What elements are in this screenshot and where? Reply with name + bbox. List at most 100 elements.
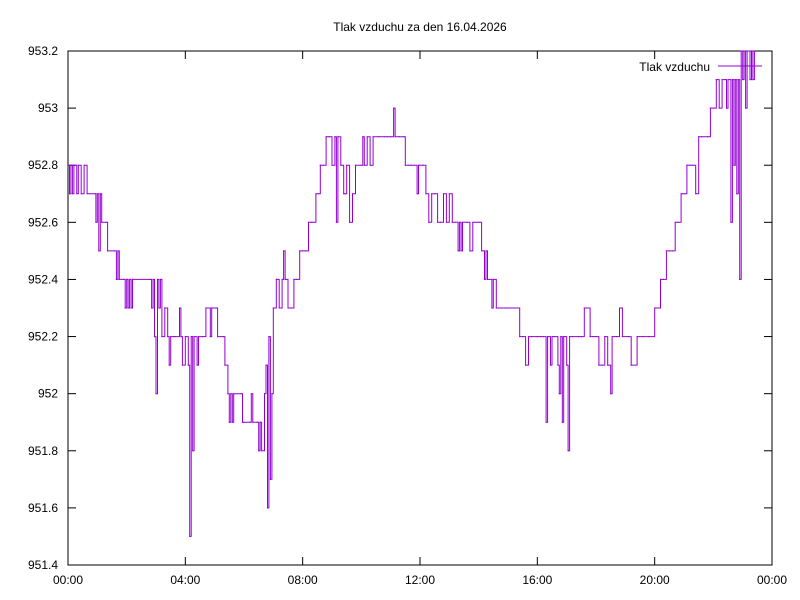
data-point — [422, 164, 424, 166]
data-point — [721, 79, 723, 81]
data-point — [118, 278, 120, 280]
data-point — [507, 307, 509, 309]
data-point — [390, 136, 392, 138]
x-tick-label: 16:00 — [522, 573, 552, 587]
data-point — [746, 50, 748, 52]
data-point — [275, 278, 277, 280]
data-point — [725, 107, 728, 109]
data-point — [715, 79, 717, 81]
data-point — [665, 250, 668, 252]
data-point — [83, 164, 85, 166]
data-point — [268, 336, 270, 338]
y-tick-label: 953.2 — [28, 44, 58, 58]
data-point — [404, 164, 406, 166]
data-point — [558, 393, 560, 395]
data-point — [354, 164, 357, 166]
data-point — [592, 336, 594, 338]
data-point — [337, 136, 339, 138]
data-point — [161, 336, 163, 338]
data-point — [542, 336, 544, 338]
data-point — [227, 393, 229, 395]
data-point — [513, 307, 515, 309]
data-point — [439, 221, 442, 223]
data-point — [466, 221, 468, 223]
data-point — [554, 336, 556, 338]
data-point — [485, 250, 487, 252]
data-point — [335, 221, 337, 223]
data-point — [190, 336, 192, 338]
data-point — [698, 136, 700, 138]
data-point — [224, 364, 226, 366]
data-point — [86, 193, 88, 195]
data-point — [115, 278, 117, 280]
data-point — [158, 307, 160, 309]
data-point — [344, 193, 346, 195]
data-point — [351, 193, 354, 195]
data-point — [393, 107, 395, 109]
data-point — [569, 336, 571, 338]
data-point — [566, 364, 568, 366]
data-point — [736, 193, 738, 195]
data-point — [156, 278, 159, 280]
data-point — [561, 421, 563, 423]
data-point — [281, 278, 283, 280]
data-point — [692, 164, 694, 166]
data-point — [340, 164, 342, 166]
data-point — [328, 136, 330, 138]
data-point — [287, 307, 289, 309]
data-point — [310, 221, 313, 223]
data-point — [413, 164, 415, 166]
data-point — [743, 50, 745, 52]
data-point — [153, 336, 156, 338]
data-point — [369, 164, 371, 166]
data-point — [668, 250, 670, 252]
data-point — [491, 307, 493, 309]
data-point — [739, 278, 741, 280]
data-point — [525, 364, 527, 366]
data-point — [80, 193, 82, 195]
data-point — [76, 193, 78, 195]
data-point — [737, 79, 739, 81]
data-point — [530, 336, 533, 338]
data-point — [215, 307, 217, 309]
data-point — [302, 250, 304, 252]
data-point — [318, 193, 320, 195]
data-point — [671, 250, 673, 252]
data-point — [271, 393, 273, 395]
data-point — [228, 421, 230, 423]
data-point — [724, 79, 726, 81]
data-point — [70, 164, 72, 166]
data-point — [504, 307, 506, 309]
data-point — [322, 164, 324, 166]
data-point — [442, 193, 445, 195]
data-point — [486, 278, 489, 280]
data-point — [117, 250, 119, 252]
data-point — [126, 278, 128, 280]
data-point — [362, 136, 364, 138]
data-point — [686, 164, 688, 166]
data-point — [196, 364, 198, 366]
data-point — [278, 307, 280, 309]
x-tick-label: 00:00 — [53, 573, 83, 587]
data-point — [261, 450, 263, 452]
data-point — [654, 307, 656, 309]
y-tick-label: 952.4 — [28, 272, 58, 286]
data-point — [419, 164, 421, 166]
data-point — [604, 336, 606, 338]
data-point — [164, 307, 166, 309]
plot-frame — [67, 50, 773, 566]
data-point — [451, 221, 453, 223]
data-point — [266, 507, 269, 509]
data-point — [284, 278, 286, 280]
data-point — [478, 221, 480, 223]
data-point — [127, 307, 129, 309]
data-point — [527, 336, 530, 338]
data-point — [674, 221, 676, 223]
data-point — [105, 221, 107, 223]
data-point — [173, 336, 175, 338]
data-point — [107, 250, 109, 252]
data-point — [571, 336, 574, 338]
y-tick-label: 952.8 — [28, 158, 58, 172]
data-point — [689, 164, 691, 166]
data-point — [460, 250, 462, 252]
